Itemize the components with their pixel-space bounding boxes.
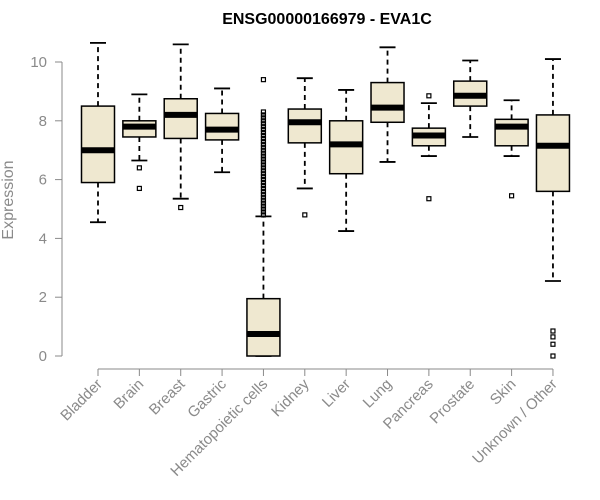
outlier-point <box>260 197 267 203</box>
outlier-point <box>260 112 267 118</box>
outlier-point <box>260 206 267 212</box>
box-group <box>411 93 447 202</box>
y-axis-label: Expression <box>0 160 17 239</box>
box-group <box>122 93 157 192</box>
iqr-box <box>287 108 323 144</box>
outlier-point <box>260 147 267 153</box>
x-tick-label: Breast <box>146 375 189 418</box>
outlier-point <box>260 185 267 192</box>
outlier-point <box>260 165 267 171</box>
iqr-box <box>535 114 571 193</box>
x-tick-label: Skin <box>487 376 520 409</box>
outlier-point <box>260 171 267 177</box>
outlier-point <box>260 118 267 124</box>
box-group <box>80 41 116 224</box>
box-group <box>328 89 364 232</box>
outlier-point <box>302 212 308 218</box>
outlier-point <box>260 121 267 127</box>
outlier-point <box>550 328 556 334</box>
outlier-point <box>260 194 267 200</box>
box-group <box>287 77 323 218</box>
x-tick-label: Liver <box>319 376 354 411</box>
outlier-point <box>136 185 142 192</box>
outlier-point <box>550 341 556 347</box>
box-group <box>204 87 240 174</box>
iqr-box <box>494 118 529 147</box>
outlier-point <box>260 209 267 215</box>
outlier-point <box>260 124 267 130</box>
outlier-point <box>550 334 556 340</box>
outlier-point <box>260 153 267 159</box>
outlier-point <box>260 174 267 180</box>
box-group <box>494 99 529 199</box>
x-tick-label: Prostate <box>427 376 479 428</box>
outlier-point <box>260 168 267 174</box>
outlier-point <box>260 109 267 115</box>
x-tick-label: Kidney <box>268 375 313 420</box>
outlier-point <box>260 188 267 194</box>
outlier-point <box>509 193 515 199</box>
outlier-point <box>260 144 267 150</box>
y-tick-label: 10 <box>30 54 47 71</box>
outlier-point <box>260 132 267 139</box>
y-tick-label: 6 <box>39 172 47 189</box>
x-tick-label: Lung <box>360 376 396 412</box>
outlier-point <box>178 204 184 211</box>
outlier-point <box>260 177 267 183</box>
outlier-point <box>260 162 267 168</box>
outlier-point <box>260 191 267 197</box>
iqr-box <box>370 81 405 124</box>
outlier-point <box>550 353 556 359</box>
y-axis: 0 2 4 6 8 10 <box>30 54 63 365</box>
outlier-point <box>426 93 432 99</box>
outlier-point <box>260 135 267 142</box>
box-group <box>452 59 488 138</box>
outlier-point <box>260 200 267 206</box>
outlier-point <box>260 179 267 186</box>
outlier-point <box>136 165 142 171</box>
y-tick-label: 8 <box>39 113 47 130</box>
outlier-point <box>260 212 267 218</box>
x-tick-label: Bladder <box>57 376 106 425</box>
box-group <box>246 77 281 357</box>
box-series <box>80 41 571 359</box>
box-group <box>535 58 571 359</box>
outlier-point <box>260 127 267 133</box>
iqr-box <box>246 297 281 357</box>
outlier-point <box>426 196 432 202</box>
outlier-point <box>260 159 267 165</box>
iqr-box <box>163 98 198 140</box>
outlier-point <box>260 138 267 144</box>
y-tick-label: 4 <box>39 230 47 247</box>
outlier-point <box>260 203 267 209</box>
x-tick-label: Brain <box>110 376 147 413</box>
outlier-point <box>260 77 267 83</box>
iqr-box <box>80 105 116 184</box>
outlier-point <box>260 156 267 162</box>
chart-title: ENSG00000166979 - EVA1C <box>222 11 432 28</box>
y-tick-label: 2 <box>39 289 47 306</box>
outlier-point <box>260 115 267 121</box>
box-group <box>163 43 198 211</box>
outlier-point <box>260 182 267 189</box>
box-group <box>370 46 405 163</box>
outlier-point <box>260 141 267 147</box>
outlier-point <box>260 150 267 156</box>
outlier-point <box>260 129 267 136</box>
y-tick-label: 0 <box>39 348 47 365</box>
